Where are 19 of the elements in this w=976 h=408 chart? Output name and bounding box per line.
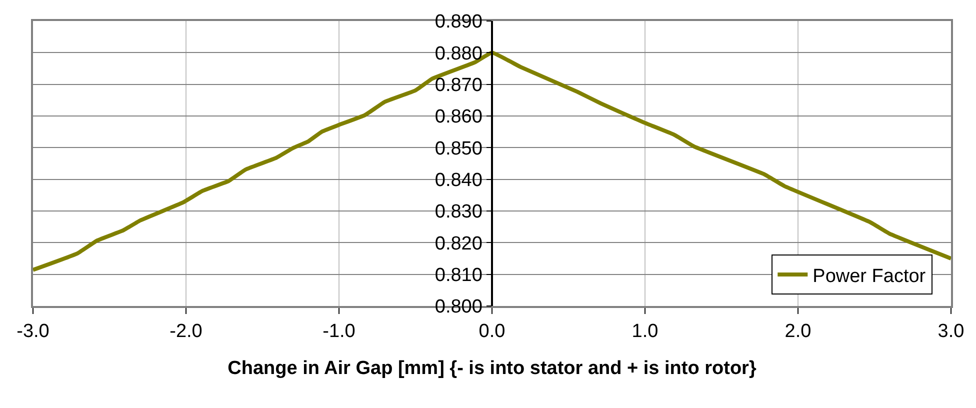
y-tick-label: 0.820: [434, 233, 482, 254]
x-tick-label: -2.0: [170, 320, 202, 342]
y-tick-label: 0.860: [434, 106, 482, 128]
x-tick-label: 2.0: [784, 320, 812, 342]
y-tick-label: 0.890: [434, 12, 482, 33]
legend-label: Power Factor: [812, 266, 926, 287]
y-tick-label: 0.850: [434, 138, 482, 160]
y-tick-label: 0.870: [434, 74, 482, 96]
x-tick-label: 3.0: [938, 320, 964, 342]
y-tick-label: 0.800: [434, 296, 482, 318]
y-tick-label: 0.810: [434, 264, 482, 286]
y-tick-label: 0.840: [434, 170, 482, 191]
x-tick-label: -1.0: [322, 320, 356, 342]
x-tick-label: 0.0: [478, 320, 506, 342]
y-tick-label: 0.830: [434, 202, 482, 223]
x-tick-label: 1.0: [632, 320, 658, 342]
x-axis-title: Change in Air Gap [mm] {- is into stator and + is into rotor}: [228, 358, 757, 380]
y-tick-label: 0.880: [434, 43, 482, 64]
x-tick-label: -3.0: [16, 320, 50, 342]
